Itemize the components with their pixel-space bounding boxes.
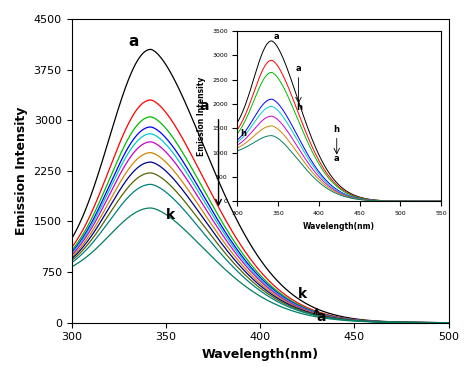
Text: k: k [298,287,307,301]
Y-axis label: Emission Intensity: Emission Intensity [15,107,28,235]
Text: a: a [317,310,326,324]
Text: k: k [166,208,175,223]
Text: a: a [200,99,209,113]
X-axis label: Wavelength(nm): Wavelength(nm) [201,348,319,361]
Text: a: a [128,34,138,49]
